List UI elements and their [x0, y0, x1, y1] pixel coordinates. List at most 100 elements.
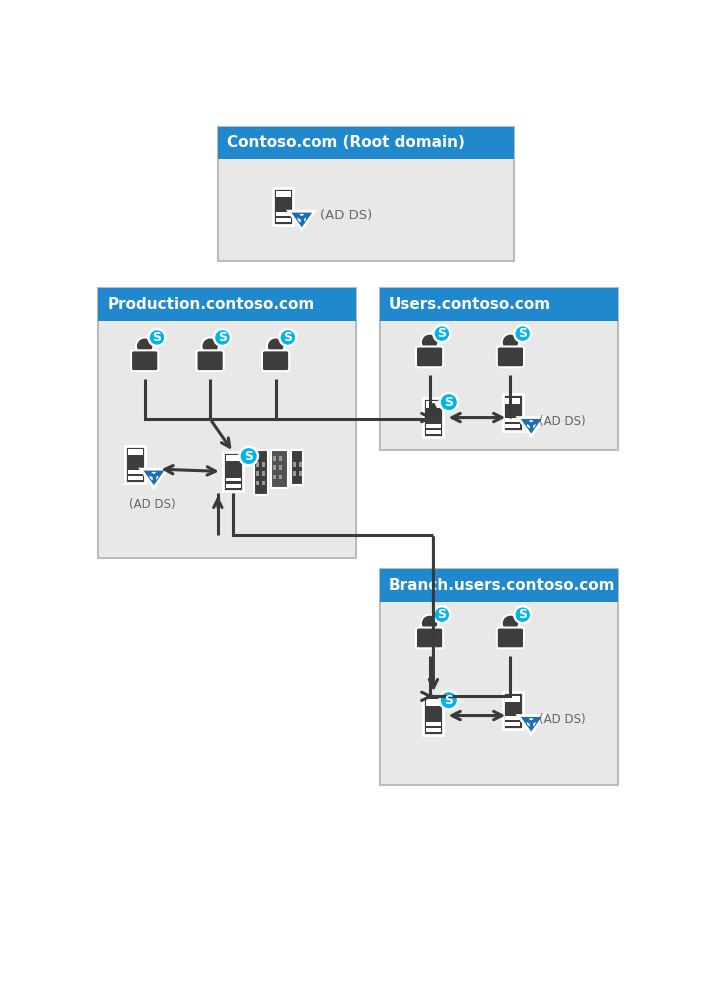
Bar	[276, 191, 291, 197]
Bar	[505, 717, 520, 720]
Bar	[224, 452, 244, 491]
FancyBboxPatch shape	[416, 628, 443, 648]
Bar	[262, 471, 265, 476]
Bar	[379, 569, 618, 785]
FancyBboxPatch shape	[262, 350, 289, 371]
Bar	[256, 471, 259, 476]
Bar	[278, 456, 282, 460]
Text: Production.contoso.com: Production.contoso.com	[108, 297, 315, 312]
Bar	[424, 398, 444, 437]
Text: S: S	[444, 694, 454, 707]
Circle shape	[149, 329, 165, 346]
Circle shape	[421, 334, 439, 351]
Circle shape	[527, 420, 535, 429]
Bar	[98, 288, 357, 557]
Circle shape	[150, 472, 158, 480]
Text: S: S	[518, 327, 527, 341]
Bar	[505, 723, 520, 727]
Text: (AD DS): (AD DS)	[130, 498, 176, 512]
Text: Users.contoso.com: Users.contoso.com	[389, 297, 551, 312]
Text: (AD DS): (AD DS)	[539, 415, 585, 428]
Text: S: S	[437, 608, 446, 621]
Bar	[218, 127, 514, 158]
Bar	[426, 430, 441, 434]
Bar	[379, 288, 618, 321]
Bar	[426, 722, 441, 726]
Bar	[276, 218, 291, 222]
Bar	[278, 474, 282, 479]
Polygon shape	[288, 211, 315, 230]
Circle shape	[439, 691, 458, 710]
FancyBboxPatch shape	[197, 350, 224, 371]
Text: S: S	[283, 331, 293, 344]
Text: (AD DS): (AD DS)	[539, 713, 585, 726]
Polygon shape	[518, 418, 544, 436]
Bar	[503, 394, 523, 432]
Circle shape	[298, 214, 306, 223]
Polygon shape	[518, 716, 544, 734]
Bar	[503, 692, 523, 730]
Bar	[125, 446, 145, 483]
Bar	[426, 424, 441, 428]
Text: S: S	[444, 396, 454, 409]
Text: (AD DS): (AD DS)	[320, 209, 372, 222]
Bar	[291, 449, 303, 485]
Bar	[426, 699, 441, 706]
Text: S: S	[218, 331, 227, 344]
Bar	[298, 471, 302, 476]
Circle shape	[514, 325, 531, 343]
Circle shape	[502, 615, 519, 632]
Bar	[127, 476, 143, 480]
Bar	[298, 462, 302, 467]
Bar	[226, 477, 241, 481]
Circle shape	[439, 393, 458, 412]
Bar	[273, 188, 293, 225]
Bar	[505, 696, 520, 702]
Bar	[424, 696, 444, 735]
Bar	[379, 288, 618, 449]
Bar	[426, 401, 441, 408]
Circle shape	[239, 446, 258, 465]
Circle shape	[267, 338, 284, 354]
Bar	[218, 127, 514, 261]
FancyBboxPatch shape	[416, 346, 443, 367]
Bar	[127, 449, 143, 455]
Bar	[262, 481, 265, 485]
Bar	[379, 569, 618, 602]
Bar	[262, 462, 265, 467]
Circle shape	[434, 325, 450, 343]
Circle shape	[279, 329, 296, 346]
Circle shape	[201, 338, 219, 354]
Circle shape	[214, 329, 231, 346]
Polygon shape	[141, 469, 167, 488]
Bar	[273, 456, 276, 460]
Bar	[254, 449, 268, 495]
Bar	[273, 465, 276, 470]
Bar	[256, 462, 259, 467]
Text: S: S	[244, 449, 253, 462]
FancyBboxPatch shape	[497, 346, 524, 367]
Circle shape	[502, 334, 519, 351]
Bar	[273, 474, 276, 479]
Text: S: S	[152, 331, 162, 344]
Circle shape	[514, 606, 531, 623]
Bar	[98, 288, 357, 321]
Bar	[293, 471, 296, 476]
Text: S: S	[437, 327, 446, 341]
Bar	[256, 481, 259, 485]
Circle shape	[421, 615, 439, 632]
Bar	[505, 419, 520, 422]
Bar	[226, 455, 241, 461]
Circle shape	[434, 606, 450, 623]
FancyBboxPatch shape	[131, 350, 158, 371]
Circle shape	[527, 718, 535, 727]
Bar	[278, 465, 282, 470]
Bar	[226, 484, 241, 488]
Bar	[271, 449, 288, 488]
Bar	[127, 470, 143, 474]
Circle shape	[136, 338, 153, 354]
Bar	[505, 425, 520, 429]
Bar	[426, 728, 441, 732]
Text: Contoso.com (Root domain): Contoso.com (Root domain)	[227, 136, 465, 150]
FancyBboxPatch shape	[497, 628, 524, 648]
